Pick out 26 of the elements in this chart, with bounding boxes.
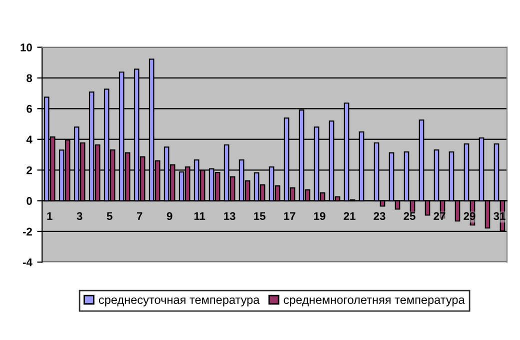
y-tick-label: 4: [26, 136, 32, 144]
x-tick-label: 15: [254, 212, 266, 220]
legend-label: среднесуточная температура: [98, 298, 260, 306]
x-tick-label: 31: [494, 212, 506, 220]
x-tick-label: 29: [464, 212, 476, 220]
x-tick-label: 7: [136, 212, 142, 220]
y-tick-label: 8: [26, 74, 32, 82]
y-tick-label: -4: [22, 258, 32, 266]
y-tick-label: 0: [26, 197, 32, 205]
x-tick-label: 5: [106, 212, 112, 220]
x-tick-label: 19: [314, 212, 326, 220]
y-tick-label: 2: [26, 166, 32, 174]
x-tick-label: 21: [344, 212, 356, 220]
x-tick-label: 13: [224, 212, 236, 220]
x-tick-label: 9: [166, 212, 172, 220]
legend-label: среднемноголетняя температура: [284, 298, 465, 306]
y-tick-label: 10: [20, 44, 32, 52]
y-tick-label: -2: [22, 228, 32, 236]
x-tick-label: 25: [404, 212, 416, 220]
x-tick-label: 1: [47, 212, 52, 220]
x-tick-label: 11: [194, 212, 206, 220]
x-tick-label: 3: [76, 212, 82, 220]
x-tick-label: 17: [284, 212, 296, 220]
y-tick-label: 6: [26, 104, 32, 113]
x-tick-label: 23: [374, 212, 386, 220]
x-tick-label: 27: [434, 212, 446, 220]
